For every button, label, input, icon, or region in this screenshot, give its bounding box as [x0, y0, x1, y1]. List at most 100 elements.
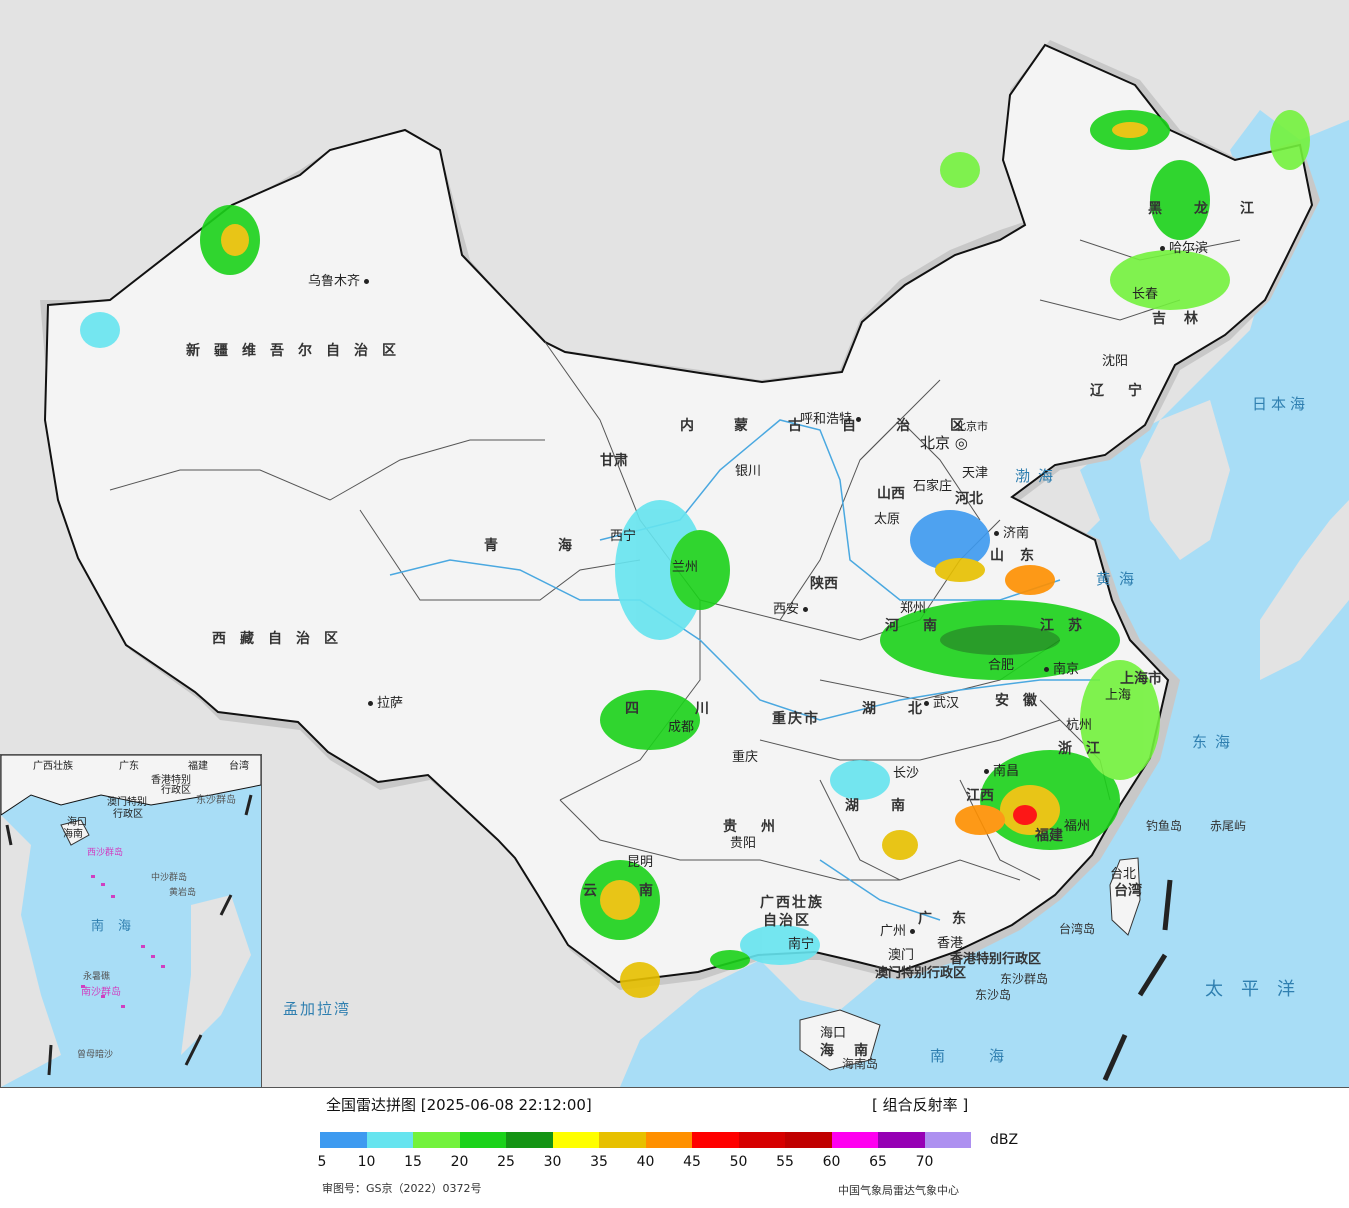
city-nanchang: 南昌 — [980, 760, 1019, 779]
city-fuzhou: 福州 — [1064, 819, 1091, 834]
label-shandong: 山东 — [990, 548, 1050, 564]
city-xianggang: 香港 — [937, 936, 964, 951]
label-shanxi: 山西 — [877, 486, 905, 502]
label-yunnan: 云南 — [583, 883, 695, 899]
label-guangxi-2: 自治区 — [763, 913, 811, 929]
city-xian: 西安 — [773, 598, 812, 617]
color-swatch — [738, 1132, 785, 1148]
city-urumqi: 乌鲁木齐 — [308, 270, 373, 289]
city-shanghai: 上海 — [1105, 688, 1132, 703]
legend-tick: 55 — [776, 1154, 794, 1170]
inset-huangyan: 黄岩岛 — [169, 888, 197, 898]
city-kunming: 昆明 — [627, 855, 654, 870]
legend-product: [ 组合反射率 ] — [872, 1096, 969, 1114]
legend-tick: 30 — [543, 1154, 562, 1170]
color-swatch — [366, 1132, 413, 1148]
color-swatch — [459, 1132, 506, 1148]
city-nanjing: 南京 — [1040, 658, 1079, 677]
city-shijiazhuang: 石家庄 — [913, 479, 953, 494]
inset-yongshu: 永暑礁 — [83, 972, 111, 982]
legend-approval: 审图号：GS京（2022）0372号 — [322, 1182, 482, 1195]
color-swatch — [506, 1132, 553, 1148]
inset-hainan: 海南 — [63, 829, 83, 840]
label-chongqing: 重庆市 — [772, 711, 820, 727]
legend-tick: 60 — [822, 1154, 841, 1170]
japan-land — [1260, 500, 1349, 680]
color-swatch — [413, 1132, 460, 1148]
city-hefei: 合肥 — [988, 658, 1015, 673]
label-qinghai: 青海 — [484, 538, 632, 554]
legend-tick: 10 — [357, 1154, 376, 1170]
city-shenyang: 沈阳 — [1102, 354, 1129, 369]
label-xinjiang: 新疆维吾尔自治区 — [186, 343, 410, 359]
color-swatch — [831, 1132, 878, 1148]
city-wuhan: 武汉 — [920, 692, 959, 711]
city-hangzhou: 杭州 — [1066, 718, 1093, 733]
inset-hongkong: 香港特别 — [151, 775, 191, 786]
city-chengdu: 成都 — [668, 720, 695, 735]
inset-graphic — [1, 755, 261, 1087]
label-macau: 澳门特别行政区 — [875, 966, 967, 981]
label-xizang: 西藏自治区 — [212, 631, 352, 647]
color-swatch — [878, 1132, 925, 1148]
label-hainan: 海南 — [820, 1043, 888, 1059]
island-dongshadao: 东沙岛 — [975, 988, 1012, 1002]
color-swatch — [552, 1132, 599, 1148]
city-guangzhou: 广州 — [880, 920, 919, 939]
legend-tick: 65 — [869, 1154, 887, 1170]
legend-tick: 45 — [683, 1154, 701, 1170]
legend-tick: 15 — [404, 1154, 422, 1170]
label-jiangsu: 江苏 — [1040, 618, 1096, 634]
city-aomen: 澳门 — [888, 948, 915, 963]
korea-land — [1140, 400, 1230, 560]
inset-taiwan: 台湾 — [229, 761, 249, 772]
city-chongqing: 重庆 — [732, 750, 759, 765]
inset-dongsha: 东沙群岛 — [196, 795, 236, 806]
island-hainandao: 海南岛 — [842, 1057, 879, 1071]
city-haikou: 海口 — [820, 1026, 847, 1041]
inset-macau-2: 行政区 — [113, 809, 143, 820]
label-henan: 河南 — [885, 618, 961, 634]
label-jilin: 吉林 — [1152, 311, 1216, 327]
city-xining: 西宁 — [610, 529, 637, 544]
legend-tick: 40 — [636, 1154, 655, 1170]
radar-map[interactable]: 新疆维吾尔自治区 西藏自治区 青海 甘肃 内蒙古自治区 黑龙江 吉林 辽宁 河北… — [0, 0, 1349, 1088]
label-taiwan: 台湾 — [1114, 883, 1142, 899]
inset-nanhai: 南海 — [91, 919, 146, 934]
label-neimenggu: 内蒙古自治区 — [680, 418, 1004, 434]
label-gansu: 甘肃 — [600, 453, 628, 469]
label-shanghai: 上海市 — [1120, 671, 1162, 687]
sea-mengjialawan: 孟加拉湾 — [283, 1000, 352, 1018]
inset-fujian: 福建 — [188, 761, 208, 772]
inset-macau: 澳门特别 — [107, 797, 147, 808]
city-nanning: 南宁 — [788, 937, 815, 952]
city-hohhot: 呼和浩特 — [800, 408, 865, 427]
sea-huanghai: 黄海 — [1096, 570, 1143, 588]
sea-taipingyang: 太平洋 — [1205, 979, 1313, 1000]
island-diaoyudao: 钓鱼岛 — [1146, 819, 1183, 833]
legend-unit: dBZ — [990, 1132, 1019, 1148]
sea-nanhai: 南海 — [930, 1047, 1049, 1065]
label-fujian: 福建 — [1035, 828, 1063, 844]
legend-tick: 35 — [590, 1154, 608, 1170]
legend-tick: 5 — [317, 1154, 327, 1170]
inset-hongkong-2: 行政区 — [161, 785, 191, 796]
label-zhejiang: 浙江 — [1058, 741, 1114, 757]
city-tianjin: 天津 — [962, 466, 989, 481]
legend-title: 全国雷达拼图 [2025-06-08 22:12:00] — [326, 1096, 592, 1114]
label-shaanxi: 陕西 — [810, 576, 838, 592]
legend-panel: 全国雷达拼图 [2025-06-08 22:12:00] [ 组合反射率 ] d… — [0, 1088, 1349, 1208]
label-heilongjiang: 黑龙江 — [1148, 201, 1286, 217]
label-hebei: 河北 — [955, 491, 983, 507]
label-guangxi-1: 广西壮族 — [760, 895, 824, 911]
inset-zengmu: 曾母暗沙 — [77, 1050, 114, 1060]
south-china-sea-inset: 广西壮族 广东 福建 台湾 香港特别 行政区 澳门特别 行政区 东沙群岛 海口 … — [0, 754, 262, 1087]
legend-tick: 20 — [450, 1154, 469, 1170]
color-swatch — [645, 1132, 692, 1148]
sea-bohai: 渤海 — [1015, 467, 1062, 485]
color-swatch — [692, 1132, 739, 1148]
sea-ribenhai: 日本海 — [1252, 395, 1310, 413]
legend-tick: 50 — [729, 1154, 748, 1170]
city-guiyang: 贵阳 — [730, 836, 757, 851]
legend-source: 中国气象局雷达气象中心 — [838, 1184, 959, 1197]
